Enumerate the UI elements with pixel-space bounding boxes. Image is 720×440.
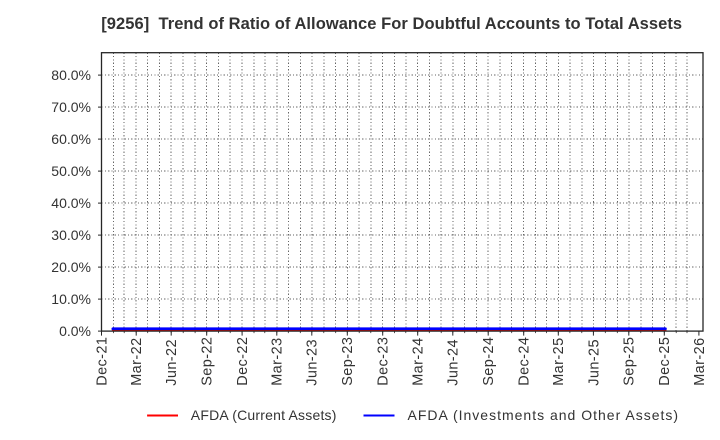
svg-text:Sep-25: Sep-25 bbox=[622, 337, 638, 386]
svg-text:40.0%: 40.0% bbox=[51, 195, 91, 211]
svg-text:Sep-22: Sep-22 bbox=[200, 337, 216, 386]
svg-text:Jun-22: Jun-22 bbox=[164, 339, 180, 386]
svg-text:Mar-23: Mar-23 bbox=[270, 337, 286, 385]
svg-text:50.0%: 50.0% bbox=[51, 163, 91, 179]
svg-text:Mar-22: Mar-22 bbox=[129, 337, 145, 385]
svg-text:Dec-21: Dec-21 bbox=[94, 337, 110, 386]
svg-text:[9256] Trend of Ratio of Allo: [9256] Trend of Ratio of Allowance For D… bbox=[101, 15, 682, 33]
svg-text:Sep-23: Sep-23 bbox=[340, 337, 356, 386]
svg-text:Sep-24: Sep-24 bbox=[481, 337, 497, 386]
svg-text:70.0%: 70.0% bbox=[51, 99, 91, 115]
svg-text:60.0%: 60.0% bbox=[51, 131, 91, 147]
svg-text:Jun-25: Jun-25 bbox=[586, 339, 602, 386]
svg-text:10.0%: 10.0% bbox=[51, 291, 91, 307]
svg-text:Mar-24: Mar-24 bbox=[411, 337, 427, 385]
svg-text:Dec-24: Dec-24 bbox=[517, 337, 533, 386]
svg-text:30.0%: 30.0% bbox=[51, 227, 91, 243]
svg-text:20.0%: 20.0% bbox=[51, 259, 91, 275]
svg-text:Mar-25: Mar-25 bbox=[551, 337, 567, 385]
svg-text:AFDA (Current Assets): AFDA (Current Assets) bbox=[191, 407, 337, 423]
svg-text:AFDA (Investments and Other As: AFDA (Investments and Other Assets) bbox=[408, 407, 680, 423]
svg-text:0.0%: 0.0% bbox=[59, 323, 91, 339]
svg-text:Jun-23: Jun-23 bbox=[305, 339, 321, 386]
svg-text:Mar-26: Mar-26 bbox=[692, 337, 708, 385]
svg-text:Dec-23: Dec-23 bbox=[376, 337, 392, 386]
svg-text:Dec-22: Dec-22 bbox=[235, 337, 251, 386]
svg-text:Dec-25: Dec-25 bbox=[657, 337, 673, 386]
svg-text:80.0%: 80.0% bbox=[51, 67, 91, 83]
svg-text:Jun-24: Jun-24 bbox=[446, 339, 462, 386]
